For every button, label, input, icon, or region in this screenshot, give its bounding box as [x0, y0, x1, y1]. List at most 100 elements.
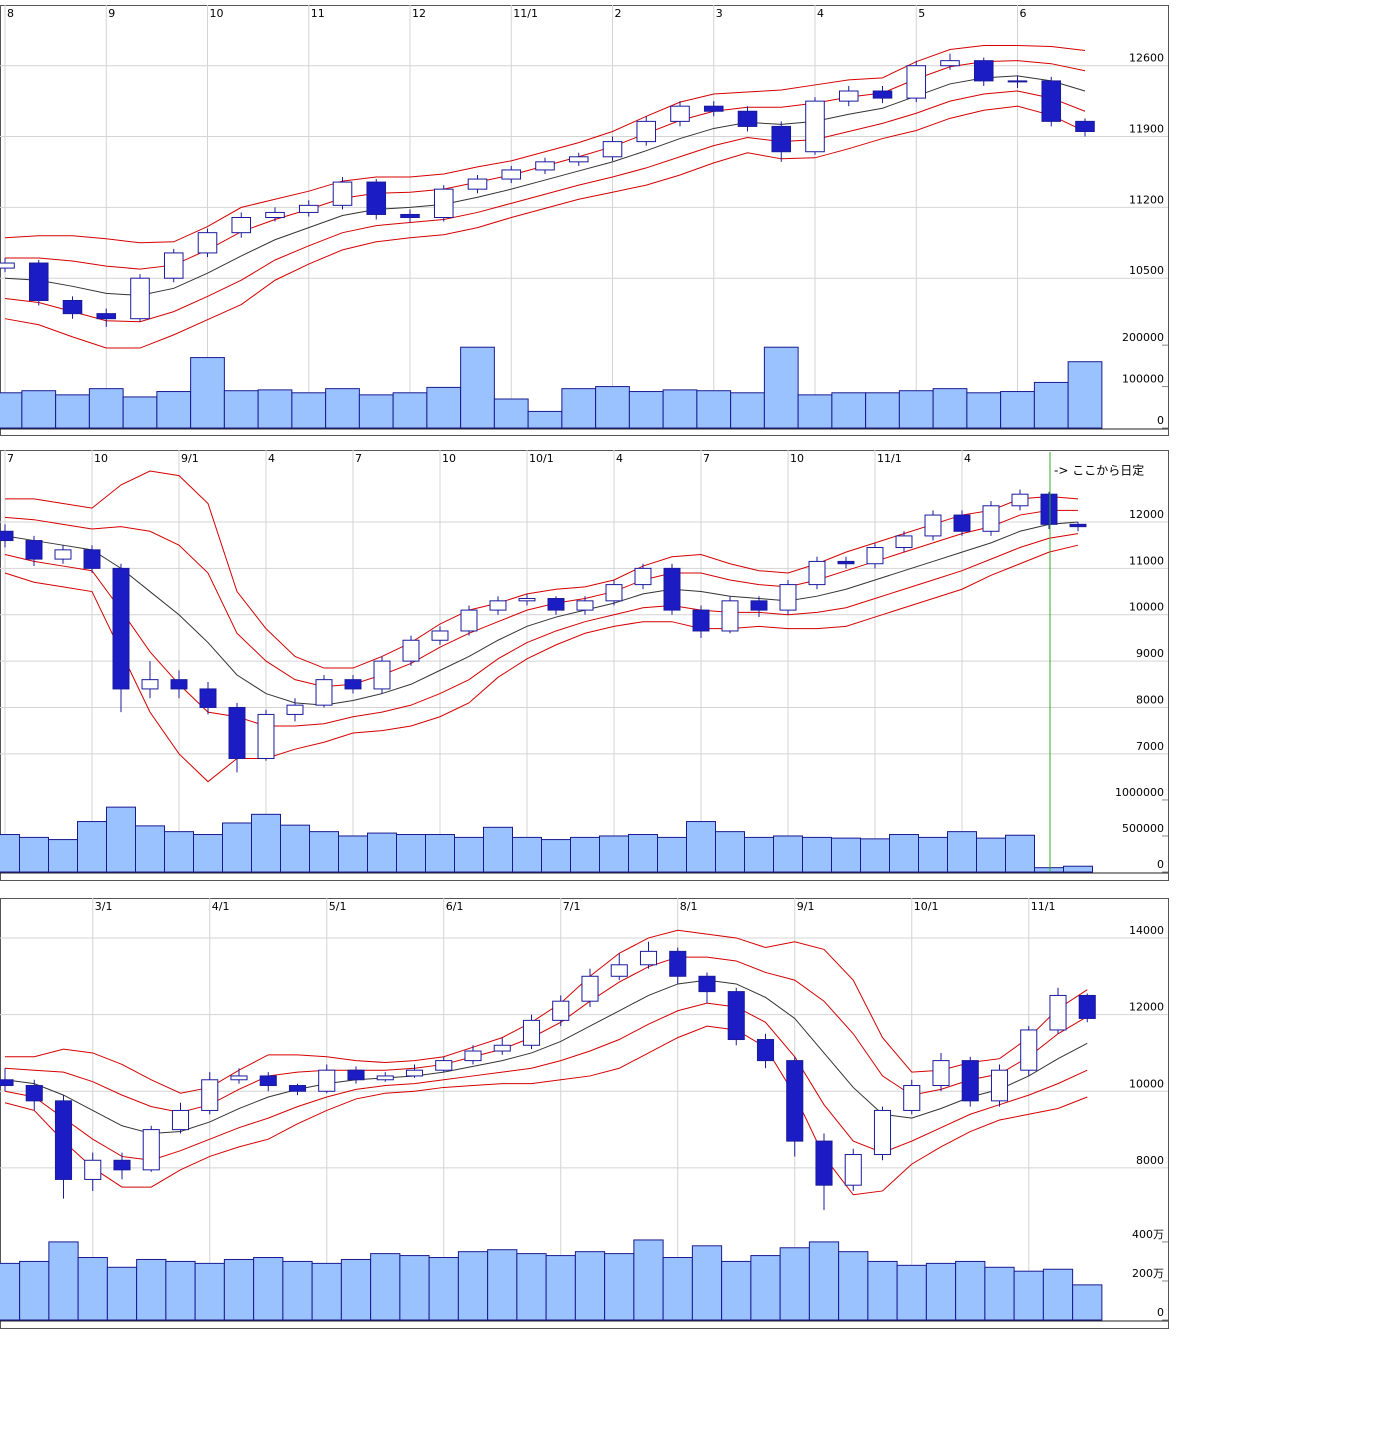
candle-body — [568, 156, 589, 163]
candle-body — [366, 181, 387, 215]
candle-body — [771, 125, 792, 153]
volume-bar — [19, 836, 49, 873]
x-tick-label: 12 — [412, 7, 426, 20]
candle-body — [163, 252, 184, 279]
x-tick-label: 10 — [210, 7, 224, 20]
band-line — [4, 75, 1086, 296]
candle-body — [953, 514, 971, 532]
candle-body — [231, 217, 252, 234]
volume-bar — [860, 838, 890, 873]
volume-bar — [691, 1245, 723, 1321]
band-line — [5, 929, 1088, 1094]
candle-body — [84, 1159, 102, 1180]
candle-body — [1007, 80, 1028, 83]
candle-body — [228, 706, 246, 759]
volume-bar — [164, 831, 194, 873]
volume-bar — [633, 1239, 664, 1321]
candle-body — [493, 1044, 511, 1052]
candle-body — [1040, 493, 1058, 525]
volume-bar — [1000, 391, 1035, 429]
volume-bar — [257, 389, 293, 429]
volume-tick-label: 500000 — [1122, 822, 1164, 835]
volume-bar — [0, 834, 20, 873]
volume-bar — [1005, 834, 1035, 873]
x-tick-label: 11/1 — [877, 452, 902, 465]
candle-body — [805, 100, 825, 153]
volume-bar — [426, 386, 462, 429]
volume-bar — [545, 1255, 576, 1321]
candle-body — [376, 1075, 394, 1081]
x-tick-label: 9/1 — [797, 900, 815, 913]
candle-body — [982, 505, 1000, 532]
y-tick-label: 9000 — [1136, 647, 1164, 660]
candle-body — [54, 549, 72, 560]
candle-body — [141, 679, 159, 690]
candle-body — [0, 1079, 14, 1087]
volume-bar — [831, 392, 867, 429]
candle-body — [112, 567, 130, 690]
volume-bar — [223, 1258, 255, 1321]
y-tick-label: 12000 — [1129, 1001, 1164, 1014]
candle-body — [460, 609, 478, 632]
candle-body — [727, 991, 745, 1041]
volume-bar — [399, 1255, 430, 1321]
candle-body — [940, 60, 960, 67]
volume-bar — [190, 357, 225, 429]
volume-bar — [156, 391, 192, 429]
candle-body — [815, 1140, 833, 1186]
candle-body — [932, 1060, 950, 1087]
candle-body — [1078, 994, 1096, 1019]
volume-bar — [280, 824, 310, 873]
candle-body — [464, 1050, 482, 1062]
volume-bar — [370, 1253, 401, 1321]
volume-bar — [291, 392, 327, 429]
volume-bar — [779, 1247, 810, 1321]
candle-body — [873, 1109, 892, 1156]
volume-tick-label: 400万 — [1132, 1228, 1164, 1241]
volume-bar — [309, 831, 339, 873]
volume-bar — [763, 346, 799, 429]
volume-bar — [947, 831, 977, 873]
volume-bar — [932, 388, 968, 429]
band-line — [5, 470, 1079, 669]
x-tick-label: 4 — [817, 7, 824, 20]
volume-bar — [628, 391, 664, 429]
candle-body — [288, 1085, 307, 1092]
volume-bar — [48, 1241, 79, 1321]
volume-bar — [88, 388, 124, 429]
candle-body — [610, 964, 628, 977]
volume-bar — [1042, 1268, 1074, 1321]
volume-bar — [1067, 361, 1103, 429]
candle-body — [113, 1159, 131, 1171]
candle-body — [142, 1129, 160, 1171]
candle-body — [170, 679, 188, 690]
x-tick-label: 7 — [703, 452, 710, 465]
candle-body — [431, 630, 449, 641]
volume-bar — [358, 394, 394, 429]
candle-body — [1069, 523, 1087, 528]
volume-tick-label: 1000000 — [1115, 786, 1164, 799]
band-line — [4, 44, 1086, 244]
x-tick-label: 6 — [1020, 7, 1027, 20]
candle-body — [737, 110, 758, 127]
volume-bar — [955, 1260, 986, 1321]
candle-body — [605, 584, 623, 602]
x-tick-label: 7/1 — [563, 900, 581, 913]
candle-body — [703, 105, 724, 112]
y-tick-label: 8000 — [1136, 693, 1164, 706]
band-line — [4, 509, 1078, 688]
volume-bar — [338, 835, 368, 873]
volume-bar — [696, 390, 732, 429]
volume-bar — [1033, 381, 1069, 429]
candle-body — [501, 169, 522, 180]
candle-body — [83, 549, 101, 569]
volume-bar — [106, 1266, 138, 1321]
candle-body — [698, 975, 716, 993]
y-tick-label: 11900 — [1129, 123, 1164, 136]
volume-bar — [984, 1266, 1015, 1321]
x-tick-label: 8 — [7, 7, 14, 20]
volume-bar — [135, 825, 165, 873]
candle-body — [332, 181, 353, 206]
candle-body — [130, 277, 150, 320]
y-tick-label: 11000 — [1129, 554, 1164, 567]
